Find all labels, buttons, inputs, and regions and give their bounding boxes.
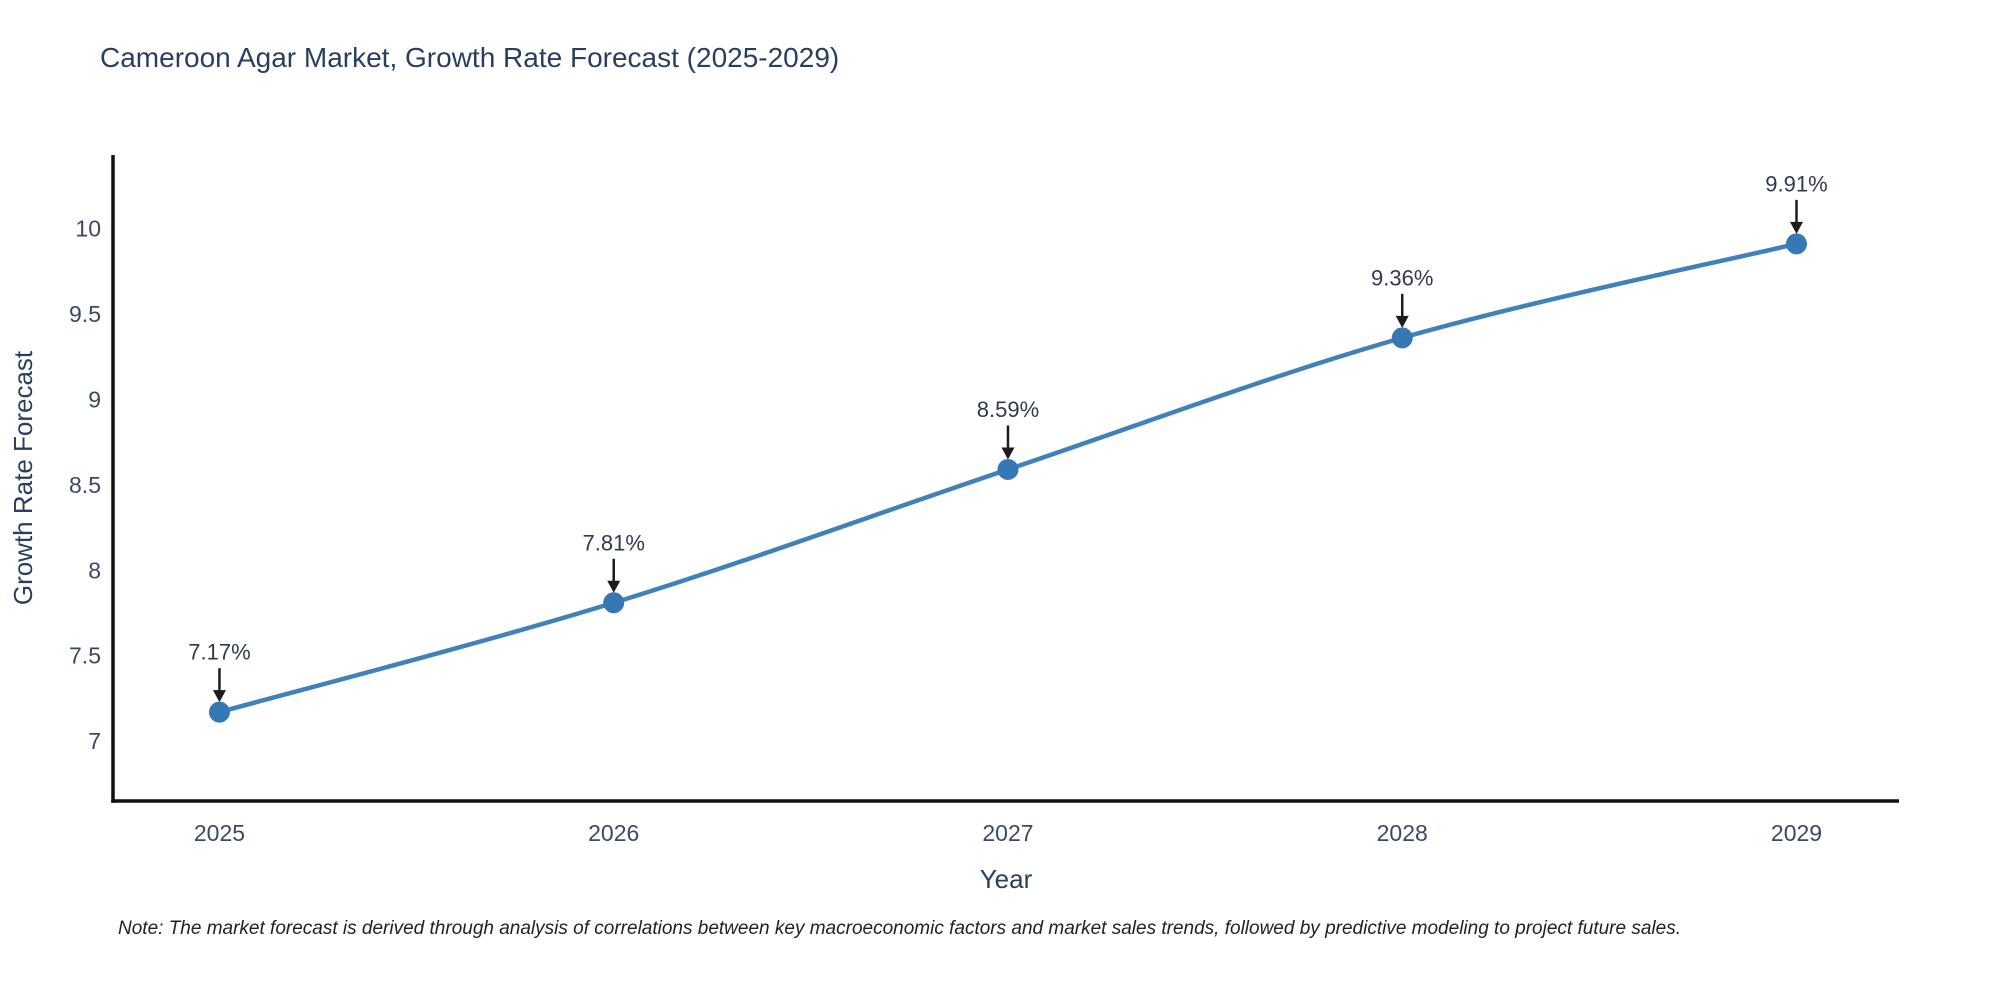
y-tick-label: 10	[75, 215, 101, 241]
footnote: Note: The market forecast is derived thr…	[118, 918, 1681, 939]
data-point-marker	[208, 701, 230, 723]
annotation-arrow-head	[1395, 315, 1409, 328]
point-annotation: 7.81%	[583, 530, 645, 593]
x-tick-label: 2027	[982, 820, 1033, 846]
data-point-marker	[997, 458, 1019, 480]
y-axis-title: Growth Rate Forecast	[8, 350, 38, 605]
x-tick-label: 2025	[194, 820, 245, 846]
x-axis-ticks: 2025 2026 2027 2028 2029	[194, 820, 1822, 846]
annotation-arrow-head	[1001, 447, 1015, 460]
y-tick-label: 7	[88, 728, 101, 754]
point-value-label: 7.17%	[188, 640, 250, 665]
x-tick-label: 2029	[1771, 820, 1822, 846]
y-axis-ticks: 7 7.5 8 8.5 9 9.5 10	[69, 215, 101, 754]
annotation-arrow-head	[1789, 221, 1803, 234]
point-annotation: 9.36%	[1371, 265, 1433, 328]
point-value-label: 8.59%	[977, 397, 1039, 422]
point-annotation: 7.17%	[188, 640, 251, 703]
y-tick-label: 7.5	[69, 643, 101, 669]
y-tick-label: 9	[88, 386, 101, 412]
y-tick-label: 8.5	[69, 472, 101, 498]
x-axis-title: Year	[980, 864, 1033, 894]
point-value-label: 9.91%	[1765, 171, 1827, 196]
point-annotations: 7.17% 7.81% 8.59% 9.36% 9.91%	[188, 171, 1828, 703]
y-tick-label: 8	[88, 557, 101, 583]
point-value-label: 7.81%	[583, 530, 645, 555]
series-markers	[208, 233, 1807, 723]
point-value-label: 9.36%	[1371, 265, 1433, 290]
data-point-marker	[1391, 327, 1413, 349]
data-point-marker	[603, 592, 625, 614]
x-tick-label: 2026	[588, 820, 639, 846]
chart-title: Cameroon Agar Market, Growth Rate Foreca…	[100, 42, 840, 73]
y-tick-label: 9.5	[69, 301, 101, 327]
x-tick-label: 2028	[1377, 820, 1428, 846]
point-annotation: 8.59%	[977, 397, 1039, 460]
point-annotation: 9.91%	[1765, 171, 1828, 234]
annotation-arrow-head	[607, 580, 621, 593]
data-point-marker	[1785, 233, 1807, 255]
annotation-arrow-head	[212, 690, 226, 703]
